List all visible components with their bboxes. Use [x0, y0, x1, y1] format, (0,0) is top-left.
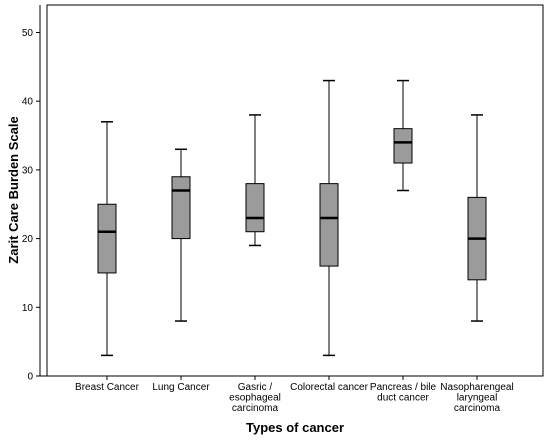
- x-category-label: Lung Cancer: [152, 382, 210, 393]
- x-category-label-line: Gasric /: [238, 382, 273, 393]
- x-category-label: Breast Cancer: [75, 382, 140, 393]
- y-axis-title: Zarit Care Burden Scale: [6, 116, 21, 263]
- x-category-label-line: Breast Cancer: [75, 382, 140, 393]
- x-category-label-line: esophageal: [229, 393, 281, 404]
- x-category-label-line: laryngeal: [457, 393, 498, 404]
- plot-frame: [46, 4, 544, 377]
- x-category-label-line: Lung Cancer: [152, 382, 210, 393]
- x-category-label-line: Pancreas / bile: [370, 382, 437, 393]
- box-plot: [393, 79, 413, 192]
- box-plot: [171, 148, 191, 322]
- iqr-box: [171, 176, 191, 240]
- iqr-box: [319, 183, 339, 267]
- box-plot: [467, 114, 487, 322]
- y-tick-label: 40: [22, 97, 34, 108]
- x-category-label: Nasopharengeal laryngeal carcinoma: [440, 382, 513, 414]
- iqr-box: [393, 128, 413, 164]
- box-plot: [97, 121, 117, 357]
- box-series: [97, 79, 487, 357]
- x-category-label: Pancreas / bile duct cancer: [370, 382, 437, 404]
- x-category-label-line: duct cancer: [377, 393, 429, 404]
- x-category-label: Colorectal cancer: [290, 382, 368, 393]
- x-category-label-line: Nasopharengeal: [440, 382, 513, 393]
- x-category-label-line: carcinoma: [232, 403, 279, 414]
- y-tick-label: 0: [27, 372, 33, 383]
- iqr-box: [97, 203, 117, 274]
- x-category-label-line: carcinoma: [454, 403, 501, 414]
- x-axis-title: Types of cancer: [246, 420, 344, 435]
- y-tick-label: 20: [22, 234, 34, 245]
- box-plot: [245, 114, 265, 247]
- y-tick-label: 30: [22, 165, 34, 176]
- x-category-label: Gasric / esophageal carcinoma: [229, 382, 281, 414]
- iqr-box: [245, 183, 265, 233]
- x-category-label-line: Colorectal cancer: [290, 382, 368, 393]
- x-axis: Breast Cancer Lung Cancer Gasric / esophage…: [40, 375, 543, 414]
- y-axis: 0 10 20 30 40 50: [22, 5, 41, 383]
- y-tick-label: 50: [22, 28, 34, 39]
- box-plot: [319, 79, 339, 357]
- y-tick-label: 10: [22, 303, 34, 314]
